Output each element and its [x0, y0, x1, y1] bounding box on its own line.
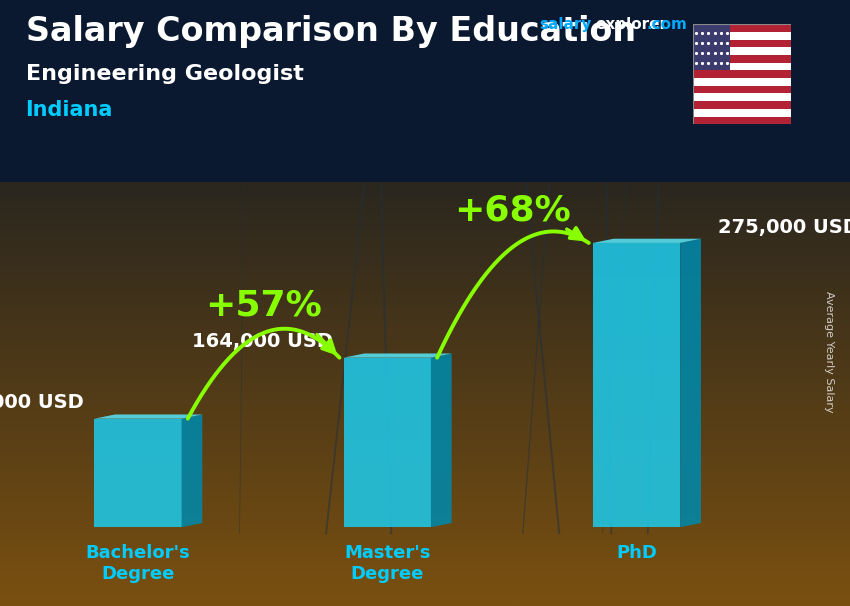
Bar	[693, 78, 791, 86]
Bar	[693, 24, 730, 70]
Bar	[693, 109, 791, 116]
Bar	[693, 62, 791, 70]
Text: Salary Comparison By Education: Salary Comparison By Education	[26, 15, 636, 48]
Text: +68%: +68%	[455, 194, 571, 228]
Bar	[693, 70, 791, 78]
Polygon shape	[593, 239, 701, 243]
Bar	[693, 116, 791, 124]
Bar	[693, 32, 791, 39]
Polygon shape	[94, 419, 182, 527]
Text: Engineering Geologist: Engineering Geologist	[26, 64, 303, 84]
Text: +57%: +57%	[205, 288, 322, 322]
Text: salary: salary	[540, 17, 592, 32]
Text: 105,000 USD: 105,000 USD	[0, 393, 84, 413]
Bar	[693, 86, 791, 93]
Bar	[693, 47, 791, 55]
Polygon shape	[593, 243, 680, 527]
Bar	[693, 39, 791, 47]
Polygon shape	[343, 358, 431, 527]
Text: 164,000 USD: 164,000 USD	[192, 333, 333, 351]
Bar	[693, 55, 791, 62]
Polygon shape	[94, 415, 202, 419]
Bar	[693, 101, 791, 109]
Text: Indiana: Indiana	[26, 100, 113, 120]
Polygon shape	[343, 353, 451, 358]
Text: 275,000 USD: 275,000 USD	[717, 218, 850, 237]
Polygon shape	[182, 415, 202, 527]
Polygon shape	[680, 239, 701, 527]
Text: .com: .com	[646, 17, 687, 32]
Bar	[693, 93, 791, 101]
Text: explorer: explorer	[595, 17, 667, 32]
Text: Average Yearly Salary: Average Yearly Salary	[824, 291, 834, 412]
Bar	[693, 24, 791, 32]
Polygon shape	[431, 353, 451, 527]
